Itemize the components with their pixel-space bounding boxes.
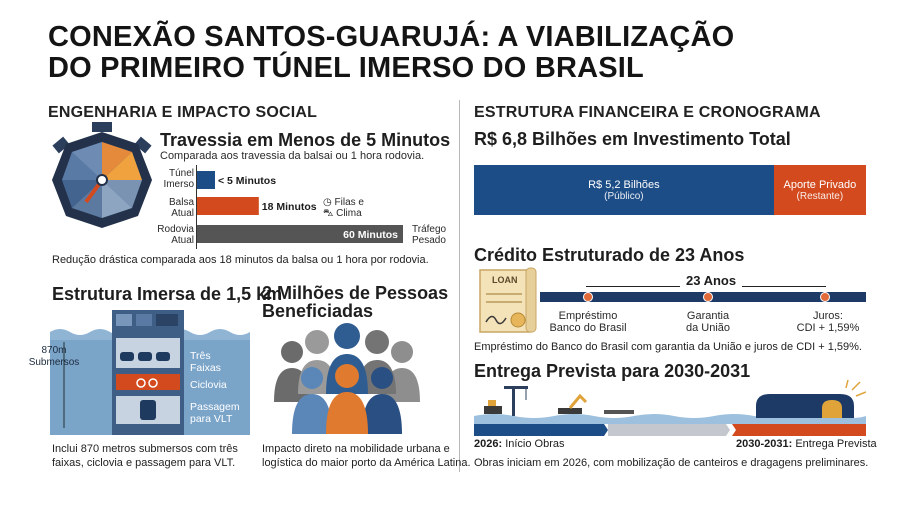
public-segment: R$ 5,2 Bilhões (Público) — [474, 165, 774, 215]
entrega-caption: Obras iniciam em 2026, com mobilização d… — [474, 457, 869, 469]
entrega-start: 2026: Início Obras — [474, 438, 565, 450]
clock-icon: ◷ — [323, 197, 332, 208]
construction-timeline-graphic — [474, 380, 866, 436]
credit-point-garantia — [703, 292, 713, 302]
bar-label-rodovia: Rodovia Atual — [157, 224, 194, 246]
credito-heading: Crédito Estruturado de 23 Anos — [474, 245, 745, 265]
credit-point-juros — [820, 292, 830, 302]
entrega-heading: Entrega Prevista para 2030-2031 — [474, 361, 751, 381]
private-segment: Aporte Privado (Restante) — [773, 165, 866, 215]
depth-label: 870m Submersos — [28, 345, 80, 368]
left-section-title: ENGENHARIA E IMPACTO SOCIAL — [48, 104, 318, 121]
travessia-bar-2 — [197, 225, 403, 243]
main-title-line2: DO PRIMEIRO TÚNEL IMERSO DO BRASIL — [48, 52, 644, 84]
travessia-bar-1 — [197, 197, 259, 215]
credit-label-emprestimo: Empréstimo Banco do Brasil — [549, 310, 627, 334]
credit-years-label: 23 Anos — [680, 273, 743, 288]
pessoas-heading: 2 Milhões de Pessoas Beneficiadas — [262, 283, 449, 321]
estrutura-heading: Estrutura Imersa de 1,5 km — [52, 284, 283, 304]
credit-label-juros: Juros: CDI + 1,59% — [796, 310, 860, 334]
crane-icon — [504, 386, 528, 416]
ciclovia-label: Ciclovia — [190, 379, 227, 391]
travessia-bar-label-2: 60 Minutos — [343, 229, 398, 241]
travessia-bar-chart: < 5 Minutos 18 Minutos 60 Minutos — [196, 165, 403, 249]
main-title-line1: CONEXÃO SANTOS-GUARUJÁ: A VIABILIZAÇÃO — [48, 21, 735, 53]
tunnel-cross-section — [50, 310, 250, 435]
vlt-label: Passagem para VLT — [190, 401, 240, 425]
column-divider — [459, 100, 460, 472]
travessia-bar-0 — [197, 171, 215, 189]
right-section-title: ESTRUTURA FINANCEIRA E CRONOGRAMA — [474, 104, 821, 121]
loan-tag: LOAN — [492, 275, 518, 285]
investment-bar: R$ 5,2 Bilhões (Público) Aporte Privado … — [474, 165, 866, 215]
estrutura-caption: Inclui 870 metros submersos com três faix… — [52, 443, 238, 469]
car-icon: ⛍ — [323, 208, 334, 219]
investimento-heading: R$ 6,8 Bilhões em Investimento Total — [474, 129, 791, 149]
travessia-bar-label-1: 18 Minutos — [262, 201, 317, 213]
main-title: CONEXÃO SANTOS-GUARUJÁ: A VIABILIZAÇÃO D… — [48, 22, 868, 84]
travessia-bar-label-0: < 5 Minutos — [218, 175, 276, 187]
credit-point-emprestimo — [583, 292, 593, 302]
travessia-heading: Travessia em Menos de 5 Minutos — [160, 130, 451, 150]
loan-document-icon — [479, 267, 537, 333]
bar-label-tunel: Túnel Imerso — [163, 168, 194, 190]
stopwatch-icon — [52, 122, 152, 228]
credito-caption: Empréstimo do Banco do Brasil com garant… — [474, 341, 862, 353]
travessia-subheading: Comparada aos travessia da balsai ou 1 h… — [160, 150, 425, 162]
lanes-label: Três Faixas — [190, 350, 221, 374]
entrega-end: 2030-2031: Entrega Prevista — [736, 438, 877, 450]
people-group-icon — [274, 323, 420, 434]
rodovia-note: Tráfego Pesado — [412, 224, 447, 246]
pessoas-caption: Impacto direto na mobilidade urbana e log… — [262, 443, 471, 469]
travessia-caption: Redução drástica comparada aos 18 minuto… — [52, 254, 429, 266]
credit-label-garantia: Garantia da União — [685, 310, 731, 334]
balsa-note: ◷ Filas e ⛍ Clima — [323, 197, 364, 219]
bar-label-balsa: Balsa Atual — [168, 197, 194, 219]
